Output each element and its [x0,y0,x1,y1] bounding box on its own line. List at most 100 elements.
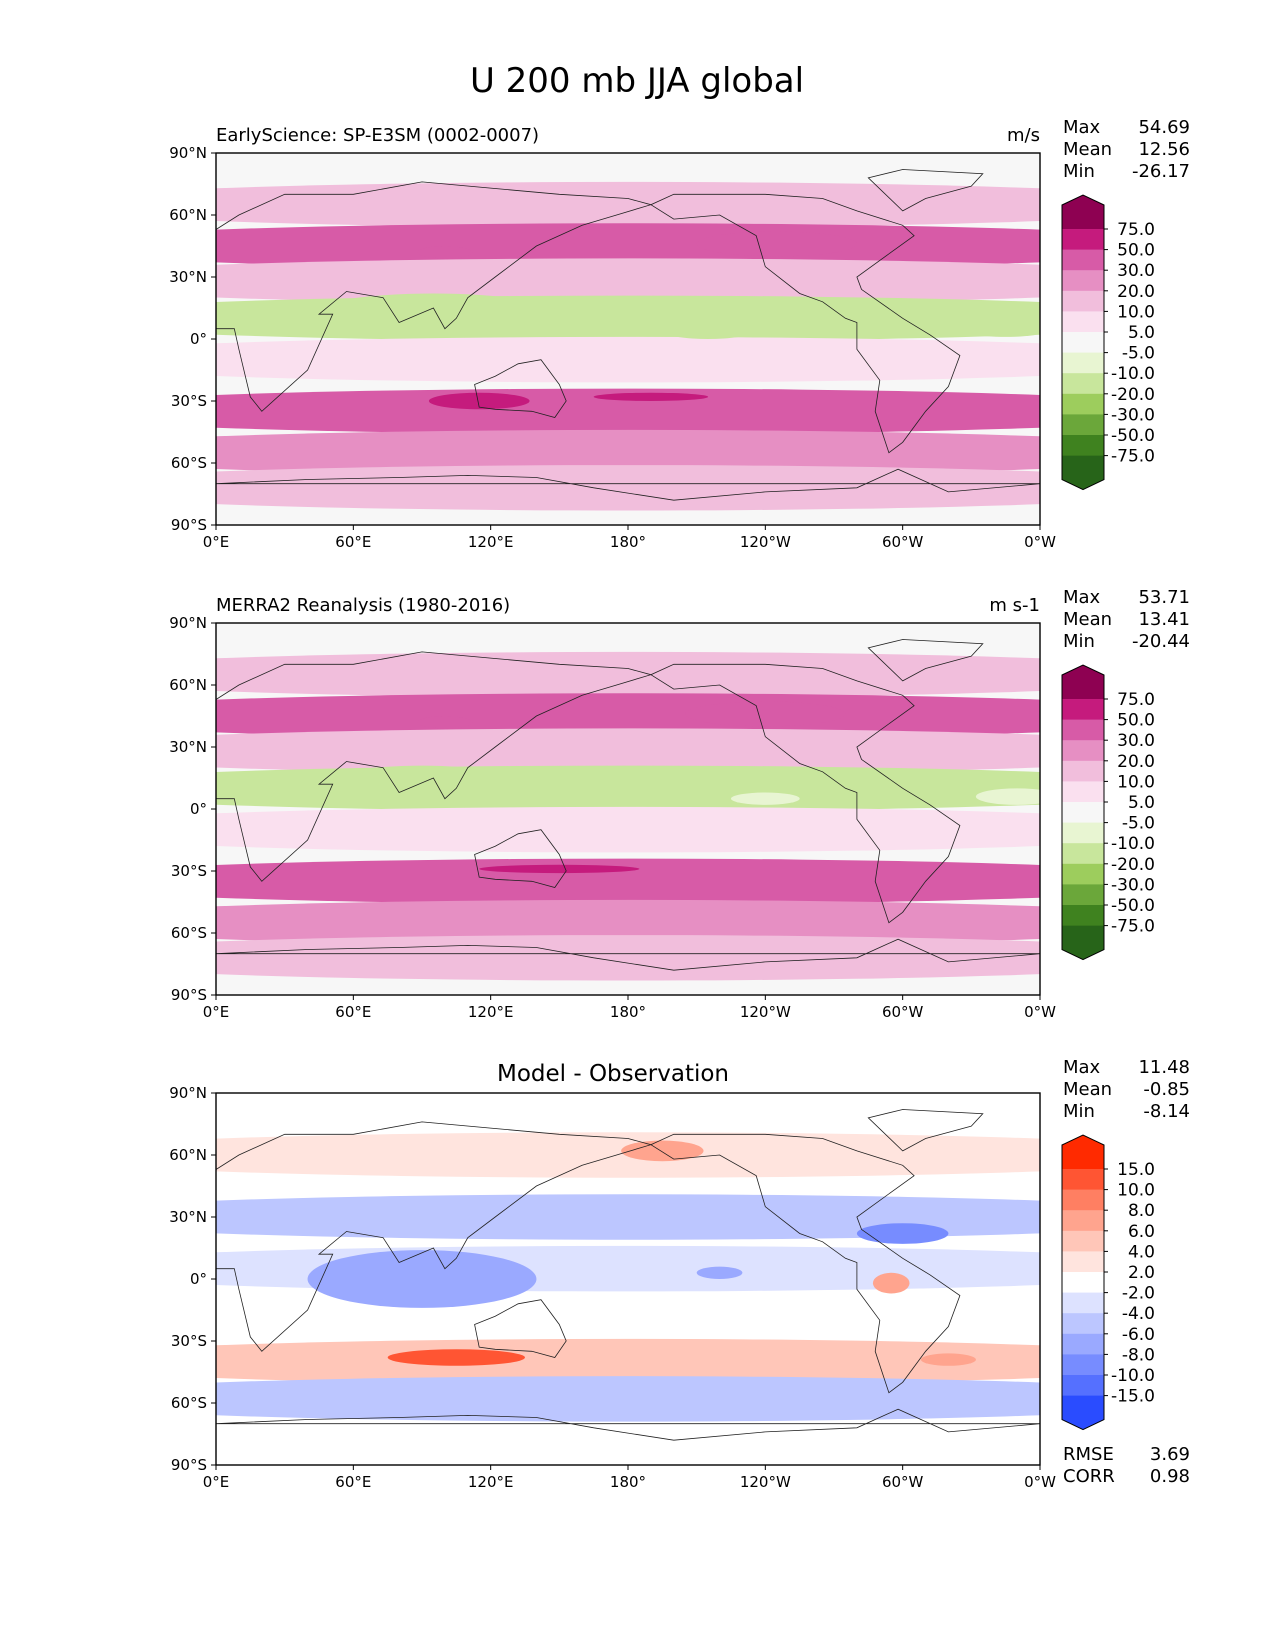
field-feature-4 [621,1140,704,1162]
coastline-3 [216,468,1040,501]
y-tick-label: 60°S [171,1394,207,1412]
colorbar-label: -2.0 [1122,1284,1155,1304]
colorbar-segment [1062,373,1104,395]
colorbar-label: 75.0 [1117,690,1155,710]
panel-1: 0°E 60°E 120°E 180° 120°W 60°W 0°W 90°N 60°N 30°N… [169,117,1190,551]
map-field [216,651,1040,981]
colorbar-label: -30.0 [1111,875,1155,895]
coastline-2 [474,1299,567,1358]
y-tick-label: 30°N [169,268,207,286]
y-tick-label: 90°S [171,1456,207,1474]
field-feature-1 [731,792,800,805]
colorbar-label: -50.0 [1111,896,1155,916]
stat-value: 3.69 [1150,1444,1190,1465]
x-tick-label: 180° [610,1473,646,1491]
coastline-3 [216,1408,1040,1441]
colorbar-segment [1062,822,1104,844]
colorbar-label: -15.0 [1111,1387,1155,1407]
field-band-3 [216,765,1040,812]
x-tick-label: 60°E [335,1473,371,1491]
panel-units: m/s [1007,125,1040,146]
colorbar-min-extension [1062,925,1104,960]
colorbar-segment [1062,1251,1104,1273]
colorbar-label: 20.0 [1117,282,1155,302]
y-tick-label: 30°S [171,862,207,880]
field-feature-5 [920,1353,976,1366]
stat-label: Min [1063,161,1095,182]
colorbar-segment [1062,270,1104,292]
field-feature-3 [872,1272,910,1294]
coastline-0 [216,181,653,412]
field-feature-5 [479,864,640,874]
coastline-0 [216,651,653,882]
field-band-0 [216,651,1040,698]
field-feature-1 [666,326,750,339]
colorbar-segment [1062,719,1104,741]
x-tick-label: 0°E [203,1473,230,1491]
colorbar-segment [1062,1230,1104,1252]
x-tick-label: 60°E [335,1003,371,1021]
x-tick-label: 0°E [203,1003,230,1021]
coastline-2 [474,829,567,888]
colorbar-segment [1062,1292,1104,1314]
colorbar-label: -20.0 [1111,855,1155,875]
colorbar-label: 5.0 [1128,793,1155,813]
colorbar-segment [1062,884,1104,906]
stat-value: -0.85 [1143,1079,1190,1100]
colorbar-label: -5.0 [1122,814,1155,834]
field-feature-1 [387,1349,525,1366]
colorbar-label: -6.0 [1122,1325,1155,1345]
coastlines [216,1109,1040,1441]
map-field [216,181,1040,511]
coastline-4 [867,169,984,212]
stat-label: Mean [1063,139,1112,160]
colorbar-label: 15.0 [1117,1160,1155,1180]
stat-value: -20.44 [1132,631,1190,652]
colorbar-label: -8.0 [1122,1345,1155,1365]
colorbar-label: 10.0 [1117,772,1155,792]
stat-value: 13.41 [1138,609,1190,630]
colorbar-segment [1062,352,1104,374]
stat-label: RMSE [1063,1444,1114,1465]
coastline-3 [216,938,1040,971]
y-tick-label: 0° [190,1270,207,1288]
x-tick-label: 180° [610,1003,646,1021]
colorbar-label: -10.0 [1111,364,1155,384]
y-tick-label: 60°S [171,924,207,942]
y-tick-label: 60°S [171,454,207,472]
colorbar-label: 2.0 [1128,1263,1155,1283]
field-feature-2 [856,1223,949,1244]
colorbar-segment [1062,1375,1104,1397]
field-band-1 [216,1194,1040,1240]
colorbar-label: 75.0 [1117,220,1155,240]
colorbar-max-extension [1062,665,1104,699]
colorbar: 75.050.030.020.010.05.0-5.0-10.0-20.0-30… [1061,194,1155,491]
x-tick-label: 120°W [740,533,791,551]
panel-title: Model - Observation [497,1061,729,1087]
field-feature-4 [685,701,846,727]
colorbar-label: 10.0 [1117,1181,1155,1201]
colorbar-label: -5.0 [1122,344,1155,364]
y-tick-label: 90°S [171,986,207,1004]
colorbar-label: -50.0 [1111,426,1155,446]
y-tick-label: 60°N [169,676,207,694]
colorbar-label: 4.0 [1128,1242,1155,1262]
x-tick-label: 0°E [203,533,230,551]
colorbar-segment [1062,1210,1104,1232]
coastline-4 [867,639,984,682]
colorbar-min-extension [1062,1395,1104,1430]
colorbar-segment [1062,802,1104,824]
x-tick-label: 120°W [740,1003,791,1021]
colorbar-segment [1062,1189,1104,1211]
colorbar-label: 8.0 [1128,1201,1155,1221]
field-band-3 [216,1338,1040,1385]
panel-title: MERRA2 Reanalysis (1980-2016) [216,595,510,616]
y-tick-label: 60°N [169,1146,207,1164]
stat-label: CORR [1063,1466,1115,1487]
panel-3: 0°E 60°E 120°E 180° 120°W 60°W 0°W 90°N 60°N 30°N… [169,1057,1190,1491]
x-tick-label: 60°E [335,533,371,551]
x-tick-label: 60°W [882,1473,924,1491]
x-tick-label: 0°W [1024,1473,1056,1491]
stat-label: Min [1063,1101,1095,1122]
colorbar-segment [1062,905,1104,927]
